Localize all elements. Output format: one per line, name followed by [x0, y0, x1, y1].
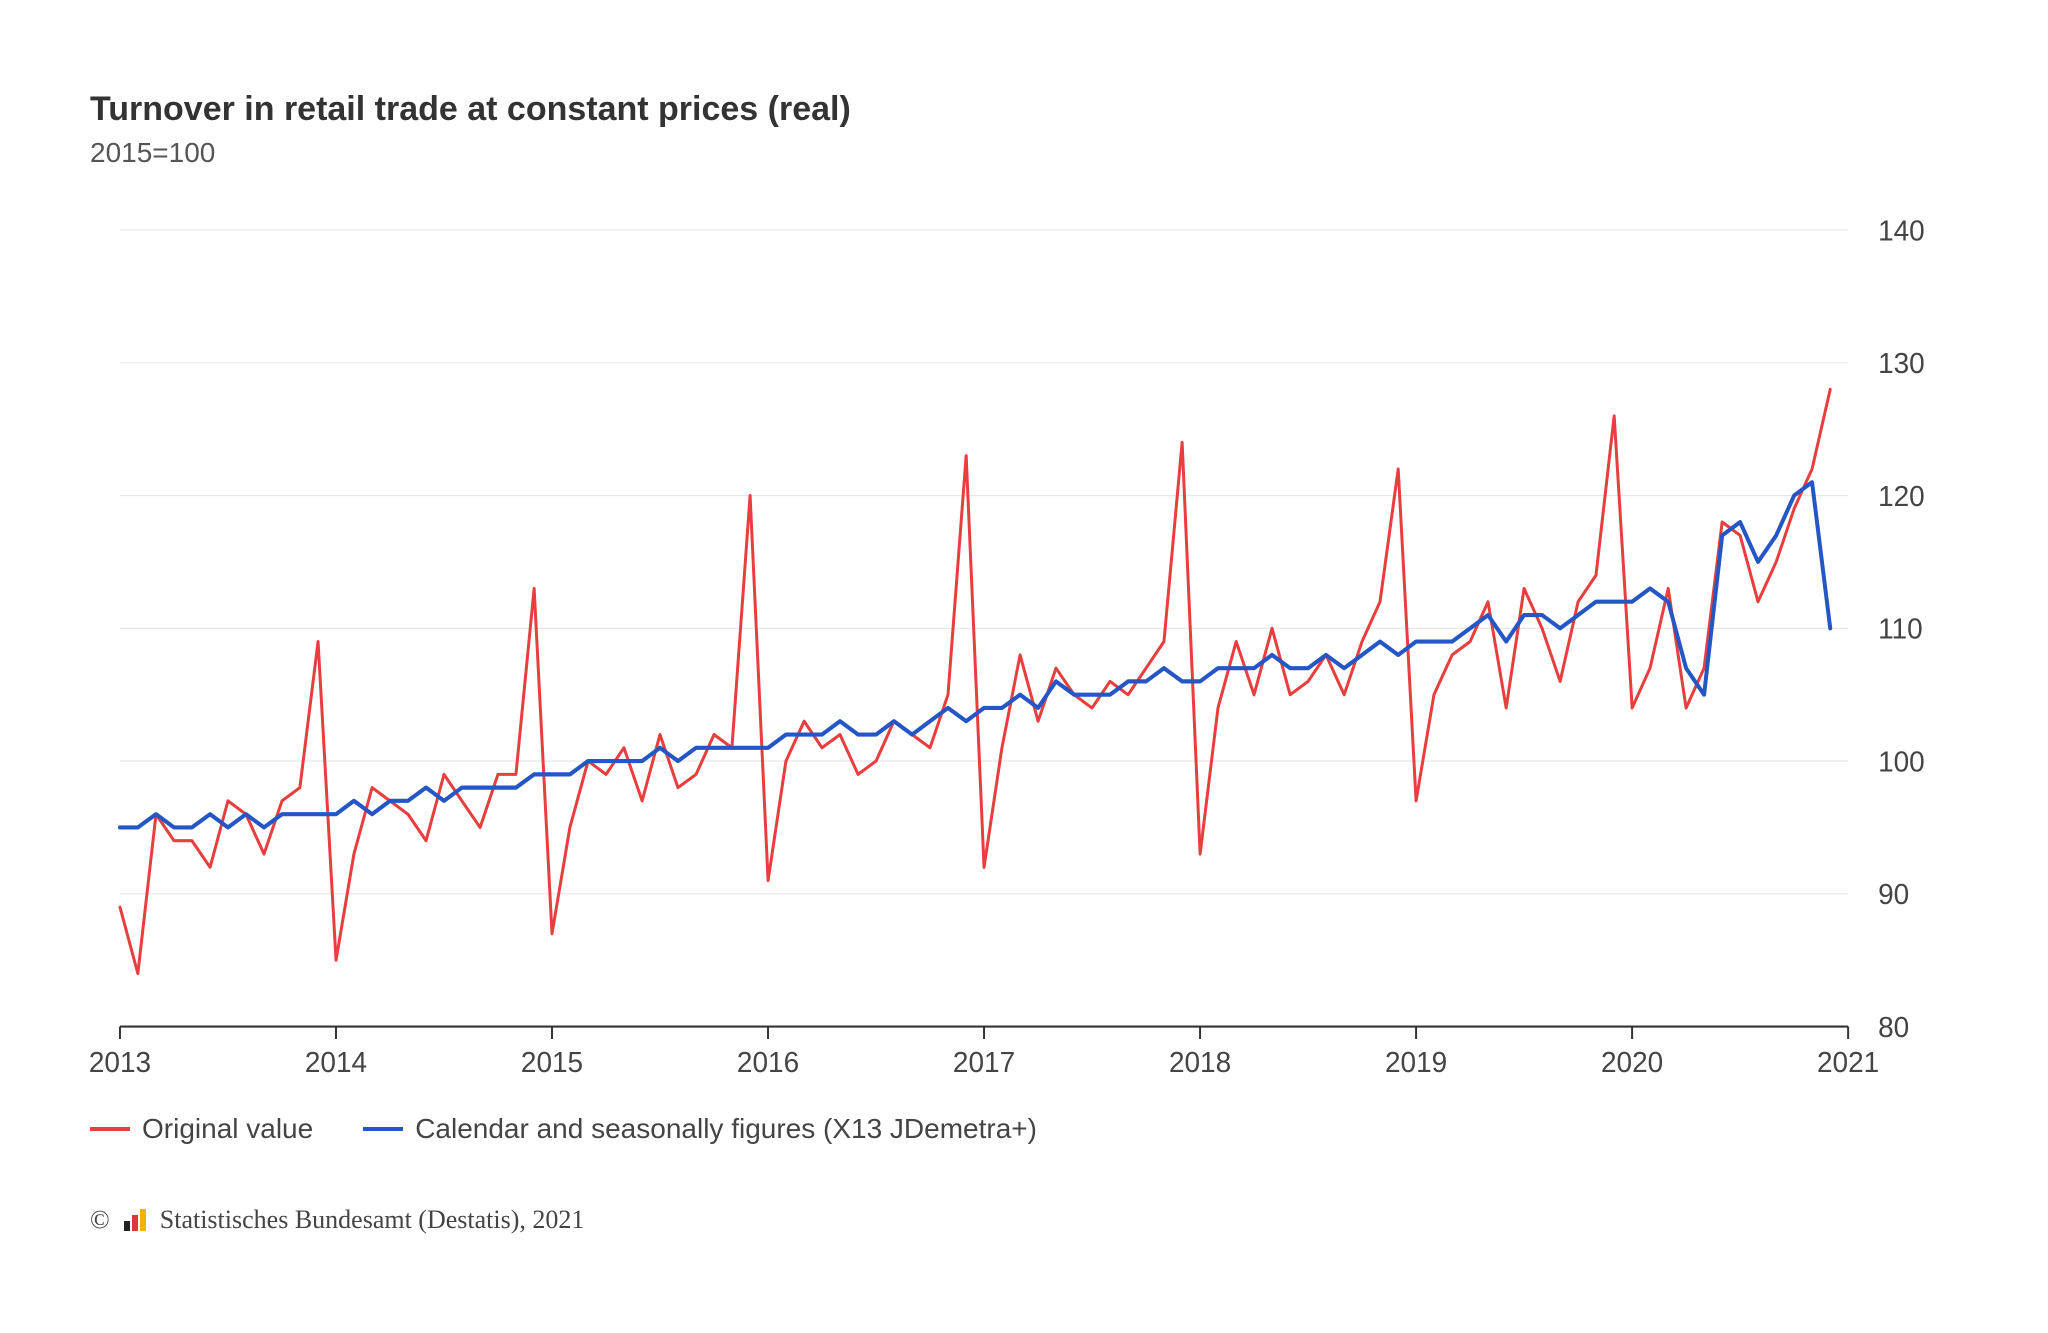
legend-label-original: Original value	[142, 1113, 313, 1145]
legend-item-original: Original value	[90, 1113, 313, 1145]
destatis-logo-icon	[124, 1209, 146, 1231]
chart-legend: Original value Calendar and seasonally f…	[90, 1113, 1958, 1145]
legend-swatch-adjusted	[363, 1127, 403, 1131]
legend-label-adjusted: Calendar and seasonally figures (X13 JDe…	[415, 1113, 1037, 1145]
legend-swatch-original	[90, 1127, 130, 1131]
svg-text:130: 130	[1878, 348, 1925, 381]
chart-page: Turnover in retail trade at constant pri…	[0, 0, 2048, 1333]
line-chart: 2013 2014 2015 2016 2017 2018 2019 2020 202180 90…	[90, 199, 1958, 1099]
svg-text:90: 90	[1878, 879, 1909, 912]
svg-text:2018: 2018	[1169, 1047, 1231, 1080]
footer-text: Statistisches Bundesamt (Destatis), 2021	[160, 1205, 585, 1235]
chart-subtitle: 2015=100	[90, 137, 1958, 169]
svg-text:110: 110	[1878, 613, 1923, 646]
svg-text:2017: 2017	[953, 1047, 1015, 1080]
chart-footer: © Statistisches Bundesamt (Destatis), 20…	[90, 1205, 1958, 1235]
svg-text:2021: 2021	[1817, 1047, 1879, 1080]
svg-text:2013: 2013	[90, 1047, 151, 1080]
svg-text:120: 120	[1878, 480, 1925, 513]
svg-text:2015: 2015	[521, 1047, 583, 1080]
chart-area: 2013 2014 2015 2016 2017 2018 2019 2020 202180 90…	[90, 199, 1958, 1099]
svg-text:140: 140	[1878, 215, 1925, 248]
svg-text:2016: 2016	[737, 1047, 799, 1080]
svg-text:2019: 2019	[1385, 1047, 1447, 1080]
svg-text:2020: 2020	[1601, 1047, 1663, 1080]
chart-title: Turnover in retail trade at constant pri…	[90, 90, 1958, 129]
svg-text:100: 100	[1878, 746, 1925, 779]
svg-text:2014: 2014	[305, 1047, 367, 1080]
svg-text:80: 80	[1878, 1011, 1909, 1044]
copyright-symbol: ©	[90, 1205, 110, 1235]
legend-item-adjusted: Calendar and seasonally figures (X13 JDe…	[363, 1113, 1037, 1145]
